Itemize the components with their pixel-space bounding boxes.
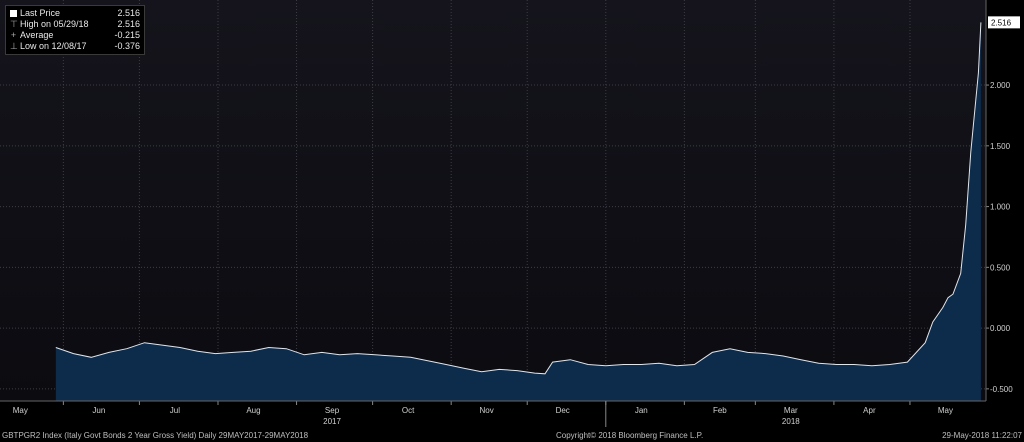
x-tick-label: Jun	[92, 406, 105, 415]
footer-copyright: Copyright© 2018 Bloomberg Finance L.P.	[556, 431, 704, 440]
series-area	[55, 22, 981, 402]
x-tick-label: Apr	[863, 406, 876, 415]
x-tick-label: Jul	[170, 406, 180, 415]
legend-row-low: ⊥ Low on 12/08/17 -0.376	[10, 41, 140, 51]
x-tick-label: Feb	[713, 406, 727, 415]
x-tick-label: Mar	[784, 406, 798, 415]
plot-area	[0, 0, 986, 401]
legend-swatch-icon	[10, 10, 17, 17]
legend: Last Price 2.516 ⊤ High on 05/29/18 2.516…	[5, 5, 145, 55]
high-marker-icon: ⊤	[10, 19, 18, 29]
average-marker-icon: +	[10, 30, 17, 40]
x-tick-label: Sep	[325, 406, 340, 415]
y-tick-label: 1.000	[990, 203, 1011, 212]
x-tick-label: Jan	[635, 406, 648, 415]
y-tick-label: 0.500	[990, 263, 1011, 272]
legend-row-average: + Average -0.215	[10, 30, 140, 40]
y-tick-label: 1.500	[990, 142, 1011, 151]
x-tick-label: May	[938, 406, 953, 415]
series-line	[55, 22, 982, 375]
series	[55, 22, 982, 402]
y-tick-label: 2.000	[990, 81, 1011, 90]
legend-row-high: ⊤ High on 05/29/18 2.516	[10, 19, 140, 29]
y-axis: -0.500 0.000 0.500 1.000 1.500 2.000 2.516	[985, 0, 1020, 401]
x-tick-label: Dec	[556, 406, 570, 415]
footer-timestamp: 29-May-2018 11:22:07	[942, 431, 1022, 440]
footer: GBTPGR2 Index (Italy Govt Bonds 2 Year G…	[0, 430, 1024, 442]
year-label: 2017	[323, 417, 341, 426]
x-tick-label: Nov	[480, 406, 494, 415]
last-value-label: 2.516	[991, 18, 1012, 27]
last-value-box	[988, 16, 1020, 29]
year-label: 2018	[782, 417, 800, 426]
y-tick-label: 0.000	[990, 324, 1011, 333]
low-marker-icon: ⊥	[10, 41, 18, 51]
x-tick-label: Aug	[246, 406, 260, 415]
y-tick-label: -0.500	[990, 385, 1013, 394]
footer-security-description: GBTPGR2 Index (Italy Govt Bonds 2 Year G…	[2, 431, 309, 440]
x-tick-label: Oct	[402, 406, 415, 415]
x-tick-label: May	[13, 406, 28, 415]
x-axis: May Jun Jul Aug Sep Oct Nov Dec Jan Feb Mar Apr May 2…	[0, 400, 986, 427]
grid	[0, 0, 986, 401]
legend-row-last-price: Last Price 2.516	[10, 8, 140, 19]
